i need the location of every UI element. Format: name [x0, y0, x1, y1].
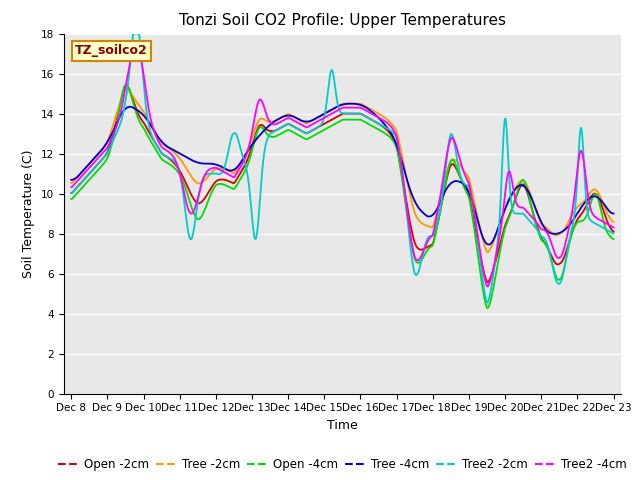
Tree2 -4cm [484, 284, 492, 289]
Tree -2cm [484, 250, 492, 255]
Tree -4cm [131, 106, 139, 112]
Legend: Open -2cm, Tree -2cm, Open -4cm, Tree -4cm, Tree2 -2cm, Tree2 -4cm: Open -2cm, Tree -2cm, Open -4cm, Tree -4… [53, 454, 632, 476]
Tree -4cm [319, 112, 326, 118]
Open -2cm [376, 122, 384, 128]
Y-axis label: Soil Temperature (C): Soil Temperature (C) [22, 149, 35, 278]
Tree -2cm [132, 97, 140, 103]
Open -2cm [298, 128, 305, 134]
Open -2cm [122, 82, 130, 87]
Tree -2cm [309, 117, 317, 123]
Line: Tree -4cm: Tree -4cm [71, 104, 614, 244]
Tree -2cm [319, 112, 326, 118]
Tree2 -4cm [319, 116, 326, 121]
Tree2 -2cm [298, 128, 305, 134]
Tree2 -2cm [109, 138, 117, 144]
Open -4cm [109, 136, 117, 142]
Tree2 -2cm [319, 119, 326, 125]
Open -4cm [319, 128, 326, 133]
Open -4cm [298, 134, 305, 140]
Open -2cm [610, 229, 618, 235]
Tree -2cm [610, 219, 618, 225]
Tree -2cm [67, 180, 75, 186]
Tree2 -2cm [67, 191, 75, 196]
Open -2cm [319, 122, 326, 128]
Tree -4cm [346, 101, 353, 107]
Line: Tree2 -2cm: Tree2 -2cm [71, 34, 614, 303]
X-axis label: Time: Time [327, 419, 358, 432]
Open -2cm [109, 132, 117, 137]
Tree2 -4cm [298, 122, 305, 128]
Tree2 -4cm [376, 116, 384, 121]
Tree2 -2cm [483, 300, 491, 306]
Tree -2cm [122, 85, 130, 91]
Open -4cm [610, 236, 618, 242]
Tree -4cm [109, 128, 117, 134]
Tree2 -2cm [610, 230, 618, 236]
Tree -2cm [376, 112, 384, 118]
Tree -4cm [67, 177, 75, 183]
Open -4cm [67, 196, 75, 202]
Tree2 -4cm [610, 225, 618, 230]
Open -2cm [484, 279, 492, 285]
Tree2 -4cm [131, 41, 139, 47]
Open -4cm [484, 305, 492, 311]
Tree2 -4cm [109, 132, 117, 138]
Tree -2cm [298, 118, 305, 124]
Open -2cm [132, 105, 140, 110]
Tree2 -4cm [132, 41, 140, 47]
Text: TZ_soilco2: TZ_soilco2 [75, 44, 148, 58]
Tree2 -4cm [309, 121, 317, 127]
Tree2 -2cm [376, 121, 384, 127]
Tree2 -4cm [67, 184, 75, 190]
Line: Tree -2cm: Tree -2cm [71, 88, 614, 252]
Tree2 -2cm [132, 31, 140, 36]
Tree2 -2cm [309, 127, 317, 133]
Line: Open -2cm: Open -2cm [71, 84, 614, 282]
Line: Open -4cm: Open -4cm [71, 84, 614, 308]
Open -2cm [67, 190, 75, 196]
Title: Tonzi Soil CO2 Profile: Upper Temperatures: Tonzi Soil CO2 Profile: Upper Temperatur… [179, 13, 506, 28]
Open -4cm [376, 128, 384, 133]
Tree -4cm [308, 117, 316, 123]
Tree -2cm [109, 122, 117, 128]
Open -2cm [309, 127, 317, 133]
Tree -4cm [376, 117, 384, 122]
Tree -4cm [485, 241, 493, 247]
Tree2 -2cm [130, 31, 138, 36]
Open -4cm [309, 133, 317, 139]
Tree -4cm [298, 118, 305, 123]
Tree -4cm [610, 211, 618, 216]
Line: Tree2 -4cm: Tree2 -4cm [71, 44, 614, 287]
Open -4cm [132, 108, 140, 114]
Open -4cm [122, 82, 130, 87]
